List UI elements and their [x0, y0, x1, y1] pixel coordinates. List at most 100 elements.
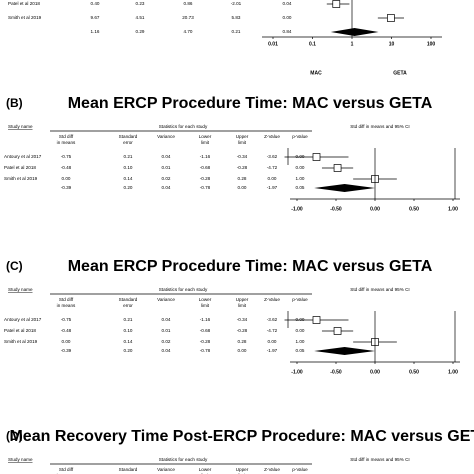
study-square: [387, 14, 395, 22]
stat: -3.62: [267, 317, 278, 322]
column-header: in means: [57, 303, 76, 308]
tick-label: 1.00: [448, 206, 458, 212]
stat: -1.16: [200, 317, 211, 322]
stat: 0.00: [283, 15, 292, 20]
stat: 0.04: [162, 154, 171, 159]
summary-stat: 0.00: [238, 348, 247, 353]
column-header: Variance: [157, 297, 175, 302]
stat: 0.10: [124, 328, 133, 333]
column-header: Lower: [199, 134, 212, 139]
column-header: Z-Value: [264, 134, 280, 139]
summary-stat: -0.78: [200, 185, 211, 190]
stat: 0.21: [124, 154, 133, 159]
stat: 0.04: [283, 1, 292, 6]
study-name: Smith et al 2019: [4, 176, 38, 181]
summary-stat: 0.29: [136, 29, 145, 34]
summary-diamond: [330, 28, 379, 36]
column-header: Lower: [199, 297, 212, 302]
summary-stat: 0.04: [162, 348, 171, 353]
column-header: limit: [201, 303, 210, 308]
study-name: Smith et al 2019: [8, 15, 42, 20]
summary-stat: 0.00: [238, 185, 247, 190]
stat: -4.72: [267, 328, 278, 333]
stat: 0.00: [296, 328, 305, 333]
stat: 0.28: [238, 176, 247, 181]
summary-stat: 1.16: [91, 29, 100, 34]
summary-diamond: [314, 184, 375, 192]
stat: 0.28: [238, 339, 247, 344]
column-header: Std diff: [59, 467, 74, 472]
column-header: Std diff: [59, 297, 74, 302]
stat: -3.62: [267, 154, 278, 159]
column-header: Upper: [236, 297, 249, 302]
column-header: Z-Value: [264, 297, 280, 302]
study-square: [312, 153, 321, 161]
panel-label: (B): [6, 96, 23, 110]
column-header: p-Value: [292, 134, 308, 139]
study-name: Patel et al 2018: [4, 328, 36, 333]
stat: -0.34: [237, 154, 248, 159]
stat: -0.75: [61, 317, 72, 322]
study-name: Patel et al 2018: [4, 165, 36, 170]
stat: 0.40: [91, 1, 100, 6]
summary-stat: -0.78: [200, 348, 211, 353]
stat: -0.75: [61, 154, 72, 159]
summary-stat: -1.97: [267, 348, 278, 353]
column-header: Standard: [119, 467, 138, 472]
column-header: limit: [238, 303, 247, 308]
tick-label: -1.00: [291, 369, 303, 375]
study-name: Patel et al 2018: [8, 1, 40, 6]
tick-label: 1.00: [448, 369, 458, 375]
summary-stat: 0.84: [283, 29, 292, 34]
summary-stat: 0.04: [162, 185, 171, 190]
stat: 0.14: [124, 339, 133, 344]
stat: 0.00: [62, 176, 71, 181]
study-square: [332, 0, 341, 8]
column-header: Standard: [119, 297, 138, 302]
column-header: Standard: [119, 134, 138, 139]
stat: -0.48: [61, 328, 72, 333]
stat: -1.16: [200, 154, 211, 159]
study-name: Antoury et al 2017: [4, 317, 42, 322]
study-name: Smith et al 2019: [4, 339, 38, 344]
stat: 0.00: [268, 176, 277, 181]
panel-title: Mean Recovery Time Post-ERCP Procedure: …: [9, 428, 474, 445]
column-header: limit: [201, 140, 210, 145]
column-header: Variance: [157, 467, 175, 472]
stat: 9.67: [91, 15, 100, 20]
stat: -2.01: [231, 1, 242, 6]
stat: 1.00: [296, 176, 305, 181]
panel-title: Mean ERCP Procedure Time: MAC versus GET…: [68, 258, 433, 275]
stat: 0.21: [124, 317, 133, 322]
stat: -4.72: [267, 165, 278, 170]
stat: -0.48: [61, 165, 72, 170]
study-square: [312, 316, 321, 324]
column-header: error: [123, 140, 133, 145]
summary-stat: 0.05: [296, 348, 305, 353]
tick-label: -0.50: [330, 369, 342, 375]
study-square: [333, 327, 342, 335]
tick-label: 0.50: [409, 206, 419, 212]
stat: 0.00: [268, 339, 277, 344]
tick-label: 100: [427, 41, 436, 47]
summary-stat: -1.97: [267, 185, 278, 190]
plot-header: Std diff in means and 95% CI: [350, 287, 409, 292]
stat: -0.34: [237, 317, 248, 322]
summary-stat: 4.70: [184, 29, 193, 34]
column-header: p-Value: [292, 297, 308, 302]
stat: 0.01: [162, 165, 171, 170]
study-name: Antoury et al 2017: [4, 154, 42, 159]
column-header: p-Value: [292, 467, 308, 472]
panel-title: Mean ERCP Procedure Time: MAC versus GET…: [68, 95, 433, 112]
panel-label: (D): [6, 429, 23, 443]
favours-left: MAC: [310, 70, 322, 76]
stat: 0.04: [162, 317, 171, 322]
stat: -0.28: [237, 328, 248, 333]
stat: 0.14: [124, 176, 133, 181]
column-header: Lower: [199, 467, 212, 472]
stat: 0.02: [162, 339, 171, 344]
study-square: [333, 164, 342, 172]
stat: -0.28: [237, 165, 248, 170]
tick-label: 0.00: [370, 206, 380, 212]
